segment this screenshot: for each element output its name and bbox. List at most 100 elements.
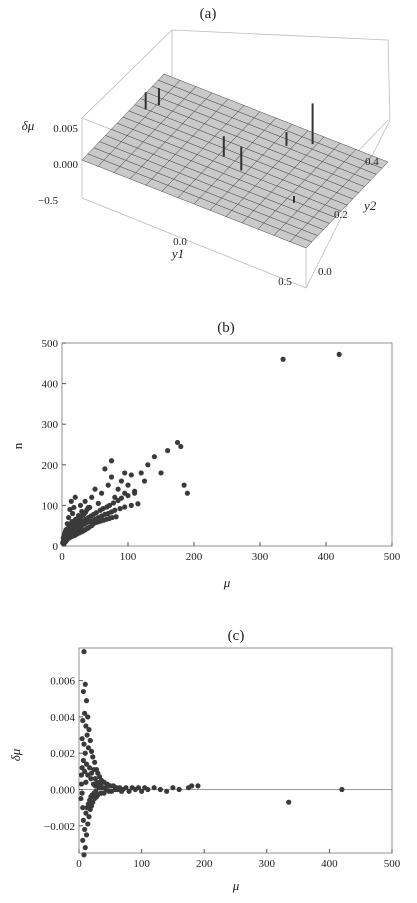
x-tick-label: 200: [196, 858, 213, 870]
x-tick-label: 0.0: [173, 236, 187, 248]
scatter-point: [128, 472, 134, 478]
panel-label-b: (b): [217, 320, 235, 336]
scatter-point: [87, 737, 93, 744]
scatter-point: [122, 504, 128, 510]
scatter-point: [68, 498, 74, 504]
scatter-point: [80, 757, 86, 764]
x-tick-label: 0: [59, 551, 65, 563]
scatter-point: [164, 788, 170, 794]
scatter-point: [84, 732, 90, 738]
scatter-point: [66, 514, 72, 521]
scatter-point: [110, 500, 117, 506]
scatter-point: [336, 351, 342, 357]
scatter-point: [88, 776, 94, 782]
scatter-point: [102, 785, 108, 791]
scatter-point: [157, 786, 163, 793]
scatter-point: [82, 681, 88, 687]
scatter-point: [72, 494, 78, 500]
scatter-point: [89, 494, 95, 500]
x-tick-label: 300: [259, 858, 276, 870]
scatter-point: [138, 470, 144, 476]
scatter-point: [174, 439, 181, 446]
scatter-point: [128, 502, 134, 508]
scatter-point: [176, 786, 182, 793]
y-axis-title: δμ: [8, 748, 23, 761]
scatter-point: [82, 768, 88, 774]
scatter-point: [101, 790, 107, 796]
scatter-point: [115, 486, 121, 492]
z-tick-label: 0.000: [53, 159, 78, 171]
scatter-point: [79, 790, 85, 796]
surface-plot-a: (a) 0.005 0.000 δμ −0.5 0.0 0.5 y1 0.0 0…: [22, 6, 391, 289]
scatter-point: [93, 788, 99, 794]
panel-label-c: (c): [228, 628, 245, 644]
scatter-point: [158, 470, 164, 476]
scatter-point: [80, 817, 86, 823]
y-axis-title: y2: [362, 198, 377, 213]
scatter-point: [78, 795, 84, 802]
y-tick-label: 0.4: [365, 156, 379, 168]
scatter-point: [73, 516, 80, 522]
scatter-point: [81, 741, 87, 747]
axis-ticks: 0 100 200 300 400 500 0.006 0.004 0.002 0.000 −0.0…: [44, 676, 401, 870]
scatter-plot-b: (b) 0 100 200 300 400 500 0 100 200 300 400 500 μ n: [10, 320, 401, 590]
scatter-point: [83, 832, 90, 838]
scatter-point: [339, 786, 345, 793]
scatter-plot-c: (c) 0 100 200 300 400 500 0.006 0.004 0.002 0.000…: [8, 628, 401, 893]
scatter-point: [91, 766, 97, 773]
x-axis-title: μ: [232, 878, 240, 893]
scatter-point: [132, 488, 138, 494]
scatter-point: [85, 821, 91, 827]
scatter-point: [88, 748, 95, 755]
scatter-point: [80, 805, 86, 811]
scatter-point: [99, 490, 105, 496]
scatter-point: [118, 495, 124, 501]
scatter-point: [88, 770, 95, 776]
y-tick-label: 100: [42, 500, 59, 512]
scatter-point: [90, 754, 96, 760]
y-tick-label: 200: [42, 460, 59, 472]
x-tick-label: 500: [384, 551, 401, 563]
scatter-point: [135, 785, 142, 791]
y-tick-label: 0.006: [50, 676, 75, 688]
scatter-point: [83, 810, 89, 816]
data-points: [60, 351, 342, 547]
scatter-point: [77, 502, 84, 508]
scatter-point: [92, 759, 98, 765]
scatter-point: [113, 514, 119, 520]
scatter-point: [170, 785, 176, 791]
plot-frame: [61, 342, 393, 547]
scatter-point: [79, 765, 85, 771]
scatter-point: [78, 781, 85, 787]
scatter-point: [92, 486, 98, 492]
z-tick-label: 0.005: [53, 123, 78, 135]
x-tick-label: 400: [318, 551, 335, 563]
scatter-point: [81, 649, 87, 655]
scatter-point: [80, 837, 86, 843]
x-tick-label: 0: [76, 858, 82, 870]
scatter-point: [165, 447, 171, 454]
x-tick-label: −0.5: [38, 195, 58, 207]
scatter-point: [78, 772, 85, 778]
scatter-point: [100, 506, 106, 512]
y-tick-label: 500: [42, 338, 59, 350]
scatter-point: [118, 788, 125, 794]
scatter-point: [82, 498, 88, 504]
scatter-point: [71, 504, 77, 511]
surface-mesh: [81, 73, 389, 249]
scatter-point: [135, 501, 141, 507]
scatter-point: [139, 788, 145, 794]
scatter-point: [86, 727, 92, 733]
scatter-point: [106, 502, 113, 508]
scatter-point: [85, 745, 91, 751]
y-axis-title: n: [10, 442, 25, 449]
x-tick-label: 200: [186, 551, 203, 563]
scatter-point: [109, 514, 115, 521]
scatter-point: [145, 786, 151, 793]
x-tick-label: 0.5: [278, 276, 292, 288]
surface-cell: [365, 155, 389, 169]
scatter-point: [105, 482, 111, 488]
scatter-point: [151, 785, 157, 791]
scatter-point: [82, 750, 88, 756]
y-tick-label: −0.002: [44, 821, 75, 833]
